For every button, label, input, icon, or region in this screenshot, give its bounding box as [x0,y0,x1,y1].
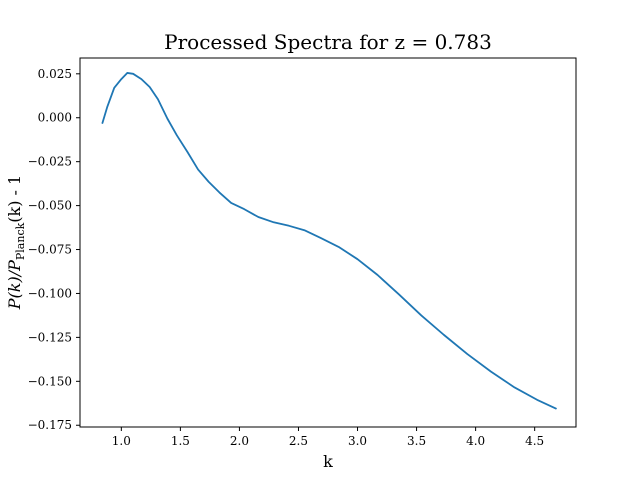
y-axis-label-subscript: Planck [14,222,27,260]
plot-area-frame [79,57,577,428]
x-axis-ticks: 1.0 1.5 2.0 2.5 3.0 3.5 4.0 4.5 [112,427,544,448]
x-tick-label: 1.5 [171,434,190,448]
y-tick-label: −0.025 [28,155,72,169]
x-tick-label: 3.5 [407,434,426,448]
y-tick-label: −0.050 [28,199,72,213]
y-tick-label: −0.100 [28,286,72,300]
y-tick-label: −0.150 [28,374,72,388]
y-axis-label-main: P(k)/P [5,260,24,310]
y-tick-label: −0.175 [28,418,72,432]
x-tick-label: 2.5 [289,434,308,448]
y-axis-label-rest: (k) - 1 [5,175,24,223]
series-line [101,72,557,410]
x-tick-label: 4.5 [525,434,544,448]
x-tick-label: 4.0 [466,434,485,448]
x-tick-label: 3.0 [348,434,367,448]
y-axis-label: P(k)/PPlanck(k) - 1 [5,175,27,310]
chart-title: Processed Spectra for z = 0.783 [164,30,492,54]
y-tick-label: −0.075 [28,243,72,257]
y-tick-label: 0.000 [38,111,72,125]
series-group [101,72,557,410]
y-tick-label: 0.025 [38,67,72,81]
x-tick-label: 1.0 [112,434,131,448]
x-tick-label: 2.0 [230,434,249,448]
y-axis-ticks: 0.025 0.000 −0.025 −0.050 −0.075 −0.100 −0.125… [28,67,80,432]
y-tick-label: −0.125 [28,330,72,344]
x-axis-label: k [323,452,333,471]
